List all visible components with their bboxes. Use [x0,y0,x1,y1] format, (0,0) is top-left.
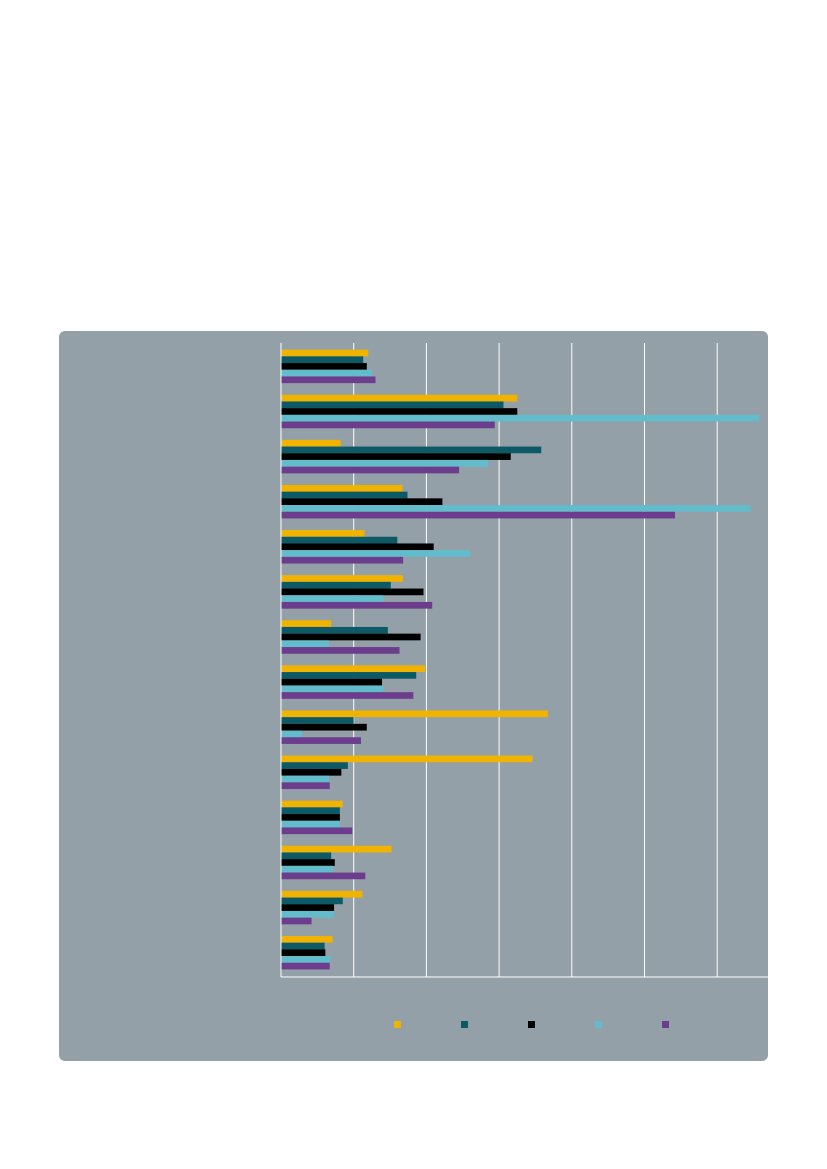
bar [281,376,376,384]
bar [281,827,353,835]
bar [281,665,425,673]
bar [281,633,421,641]
bar [281,543,434,551]
bar [281,459,489,467]
legend-swatch [528,1021,535,1028]
bar [281,852,332,860]
bar [281,491,408,499]
bar [281,647,400,654]
bar [281,414,760,422]
bar [281,588,424,596]
bar [281,453,511,460]
bar [281,466,460,474]
bar [281,536,398,544]
bar [281,356,364,364]
bar [281,672,417,679]
bar [281,439,341,447]
bar [281,505,751,512]
bar [281,401,504,409]
bar [281,710,548,718]
bar [281,717,354,724]
bar [281,723,367,731]
bar [281,349,369,357]
bar [281,620,332,627]
bar [281,363,367,370]
bar [281,910,335,918]
bar [281,556,404,564]
bar [281,807,340,815]
bar [281,626,388,634]
bar [281,484,403,492]
bar [281,890,363,898]
legend-swatch [394,1021,401,1028]
legend [394,1021,669,1028]
bar [281,762,348,769]
bar [281,601,433,609]
bar [281,511,676,519]
bar-chart [280,343,768,1028]
bars [281,349,760,970]
bar [281,949,326,957]
bar [281,865,333,873]
bar [281,394,518,402]
bar [281,814,340,821]
bar [281,550,471,557]
bar [281,897,343,905]
bar [281,408,518,415]
bar [281,581,391,589]
bar [281,775,329,783]
bar [281,575,404,582]
bar [281,421,495,429]
legend-swatch [595,1021,602,1028]
bar [281,942,325,950]
bar [281,962,330,970]
bar [281,530,365,537]
bar [281,768,342,776]
bar [281,730,303,738]
bar [281,369,372,377]
bar [281,446,542,454]
bar [281,956,331,963]
bar [281,692,414,699]
bar [281,917,312,925]
bar [281,678,383,686]
bar [281,800,343,808]
gridlines [353,343,718,977]
bar [281,859,335,866]
bar [281,755,533,763]
bar [281,640,329,648]
bar [281,595,384,602]
bar [281,782,330,790]
legend-swatch [662,1021,669,1028]
legend-swatch [461,1021,468,1028]
bar [281,737,361,744]
bar [281,872,366,880]
axes [280,343,768,978]
bar [281,935,333,943]
bar [281,845,392,853]
bar [281,904,335,911]
bar [281,685,384,693]
bar [281,498,443,506]
bar [281,820,340,828]
chart-panel [59,331,768,1061]
